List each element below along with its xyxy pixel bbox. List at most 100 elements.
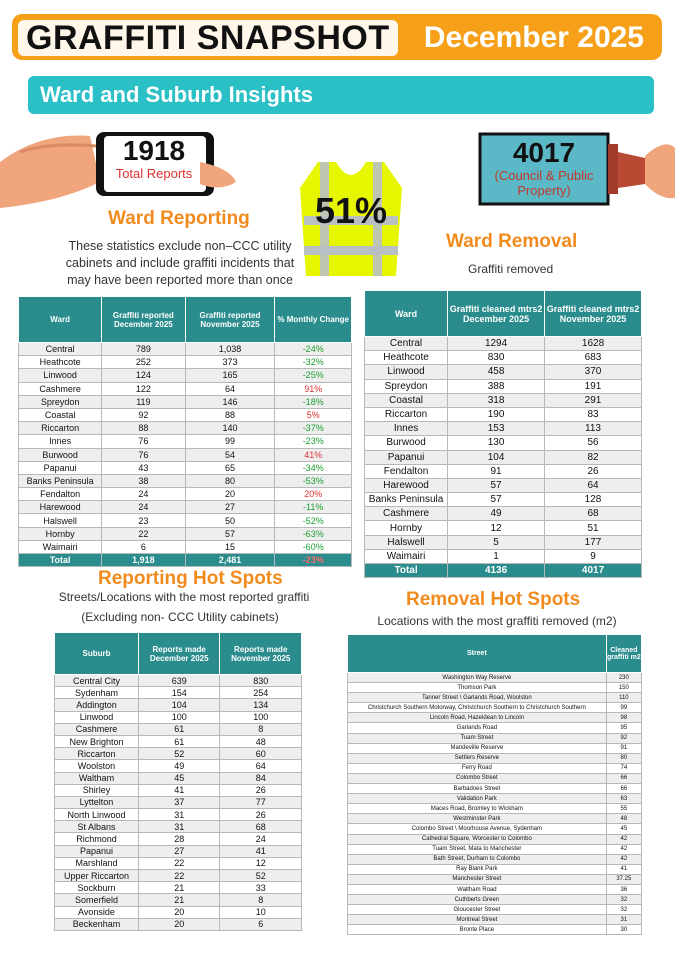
table-cell: 32 — [605, 894, 643, 906]
total-reports-box: 1918 Total Reports — [104, 136, 204, 190]
table-cell: 52 — [219, 868, 302, 883]
table-row: Riccarton 190 83 — [363, 406, 642, 423]
table-cell: 10 — [219, 905, 302, 919]
column-header: Street — [347, 634, 607, 673]
table-row: Central 789 1,038 -24% — [17, 341, 352, 357]
table-cell: -24% — [274, 341, 352, 357]
table-cell: 83 — [544, 406, 642, 423]
table-cell: 66 — [605, 783, 643, 795]
table-cell: Heathcote — [363, 350, 449, 366]
table-cell: 92 — [101, 407, 186, 423]
table-cell: 76 — [101, 447, 186, 462]
table-cell: Cashmere — [17, 381, 103, 396]
ward-removal-heading: Ward Removal — [446, 231, 578, 252]
table-cell: 458 — [447, 364, 546, 380]
table-cell: 45 — [137, 771, 221, 785]
table-cell: Cashmere — [363, 506, 449, 522]
table-cell: 52 — [137, 747, 221, 761]
table-cell: 104 — [137, 698, 221, 712]
table-cell: 110 — [605, 692, 643, 704]
table-cell: Burwood — [363, 435, 449, 451]
table-cell: 373 — [184, 355, 276, 370]
reporting-hotspots-note2: (Excluding non- CCC Utility cabinets) — [81, 610, 279, 624]
table-cell: -18% — [274, 394, 352, 409]
table-cell: 80 — [605, 752, 643, 764]
table-cell: 146 — [184, 394, 276, 409]
column-header: % Monthly Change — [274, 296, 352, 343]
table-cell: 27 — [184, 500, 276, 515]
table-row: Hornby 12 51 — [363, 520, 642, 536]
table-cell: 37.25 — [605, 873, 643, 885]
table-cell: 252 — [101, 355, 186, 370]
table-row: Harewood 24 27 -11% — [17, 500, 352, 515]
table-cell: 122 — [101, 381, 186, 396]
table-cell: 60 — [219, 747, 302, 761]
table-cell: Colombo Street — [347, 772, 607, 785]
table-cell: 37 — [137, 795, 221, 810]
table-cell: Tuam Street, Mata to Manchester — [347, 843, 607, 855]
table-cell: 51 — [544, 520, 642, 536]
table-cell: Papanui — [363, 449, 449, 465]
ward-reporting-table: Ward Graffiti reported December 2025 Graff… — [17, 296, 352, 568]
table-cell: 20 — [137, 905, 221, 919]
table-cell: 130 — [447, 435, 546, 451]
table-cell: Gloucester Street — [347, 904, 607, 916]
table-cell: 41 — [605, 863, 643, 875]
table-row: Ray Blank Park 41 — [347, 863, 643, 875]
table-cell: Central City — [54, 673, 139, 688]
table-cell: 91 — [447, 463, 546, 479]
table-row: Linwood 458 370 — [363, 364, 642, 380]
table-cell: 830 — [447, 350, 546, 366]
table-row: Fendalton 24 20 20% — [17, 487, 352, 502]
table-cell: 1628 — [544, 335, 642, 352]
table-row: Coastal 92 88 5% — [17, 407, 352, 423]
table-cell: Maces Road, Bromley to Wickham — [347, 803, 607, 815]
table-row: Papanui 104 82 — [363, 449, 642, 465]
table-cell: 30 — [605, 924, 643, 936]
table-cell: 84 — [219, 771, 302, 785]
table-cell: 38 — [101, 473, 186, 489]
table-row: Maces Road, Bromley to Wickham 55 — [347, 803, 643, 815]
table-cell: 26 — [219, 808, 302, 822]
column-header: Graffiti reported December 2025 — [101, 296, 186, 343]
table-row: Cashmere 122 64 91% — [17, 381, 352, 396]
table-cell: Waimairi — [17, 539, 103, 555]
table-header-row: Ward Graffiti reported December 2025 Graff… — [17, 296, 352, 343]
table-cell: 49 — [447, 506, 546, 522]
table-header-row: Suburb Reports made December 2025 Reports … — [54, 632, 302, 675]
table-cell: Addington — [54, 698, 139, 712]
table-cell: 33 — [219, 881, 302, 895]
hand-brush-illustration — [478, 132, 675, 206]
table-cell: 43 — [101, 460, 186, 475]
table-total-row: Total 4136 4017 — [363, 562, 642, 579]
table-row: Ferry Road 74 — [347, 762, 643, 774]
column-header: Graffiti reported November 2025 — [184, 296, 276, 343]
table-cell: Garlands Road — [347, 722, 607, 734]
table-cell: 21 — [137, 893, 221, 907]
table-cell: 88 — [101, 421, 186, 436]
table-row: Addington 104 134 — [54, 698, 302, 712]
table-cell: Richmond — [54, 832, 139, 846]
table-cell: Lincoln Road, Hazeldean to Lincoln — [347, 712, 607, 724]
table-row: Cuthberts Green 32 — [347, 894, 643, 906]
removal-hotspots-note: Locations with the most graffiti removed… — [377, 614, 617, 628]
table-cell: 88 — [184, 407, 276, 423]
table-cell: Harewood — [17, 500, 103, 515]
table-cell: Spreydon — [17, 394, 103, 409]
table-row: Heathcote 830 683 — [363, 350, 642, 366]
table-cell: 230 — [605, 671, 643, 684]
table-cell: 57 — [184, 526, 276, 541]
column-header: Ward — [17, 296, 103, 343]
table-row: Waimairi 6 15 -60% — [17, 539, 352, 555]
table-cell: Hornby — [17, 526, 103, 541]
total-cell: 4017 — [544, 562, 642, 579]
council-removal-value: 4017 — [512, 137, 576, 168]
table-cell: 45 — [605, 823, 643, 835]
table-cell: Halswell — [17, 513, 103, 528]
table-row: Christchurch Southern Motorway, Christch… — [347, 702, 643, 714]
ward-reporting-heading: Ward Reporting — [108, 208, 250, 229]
table-cell: Westminster Park — [347, 813, 607, 825]
table-cell: 291 — [544, 392, 642, 408]
table-row: Woolston 49 64 — [54, 759, 302, 773]
table-cell: 54 — [184, 447, 276, 462]
